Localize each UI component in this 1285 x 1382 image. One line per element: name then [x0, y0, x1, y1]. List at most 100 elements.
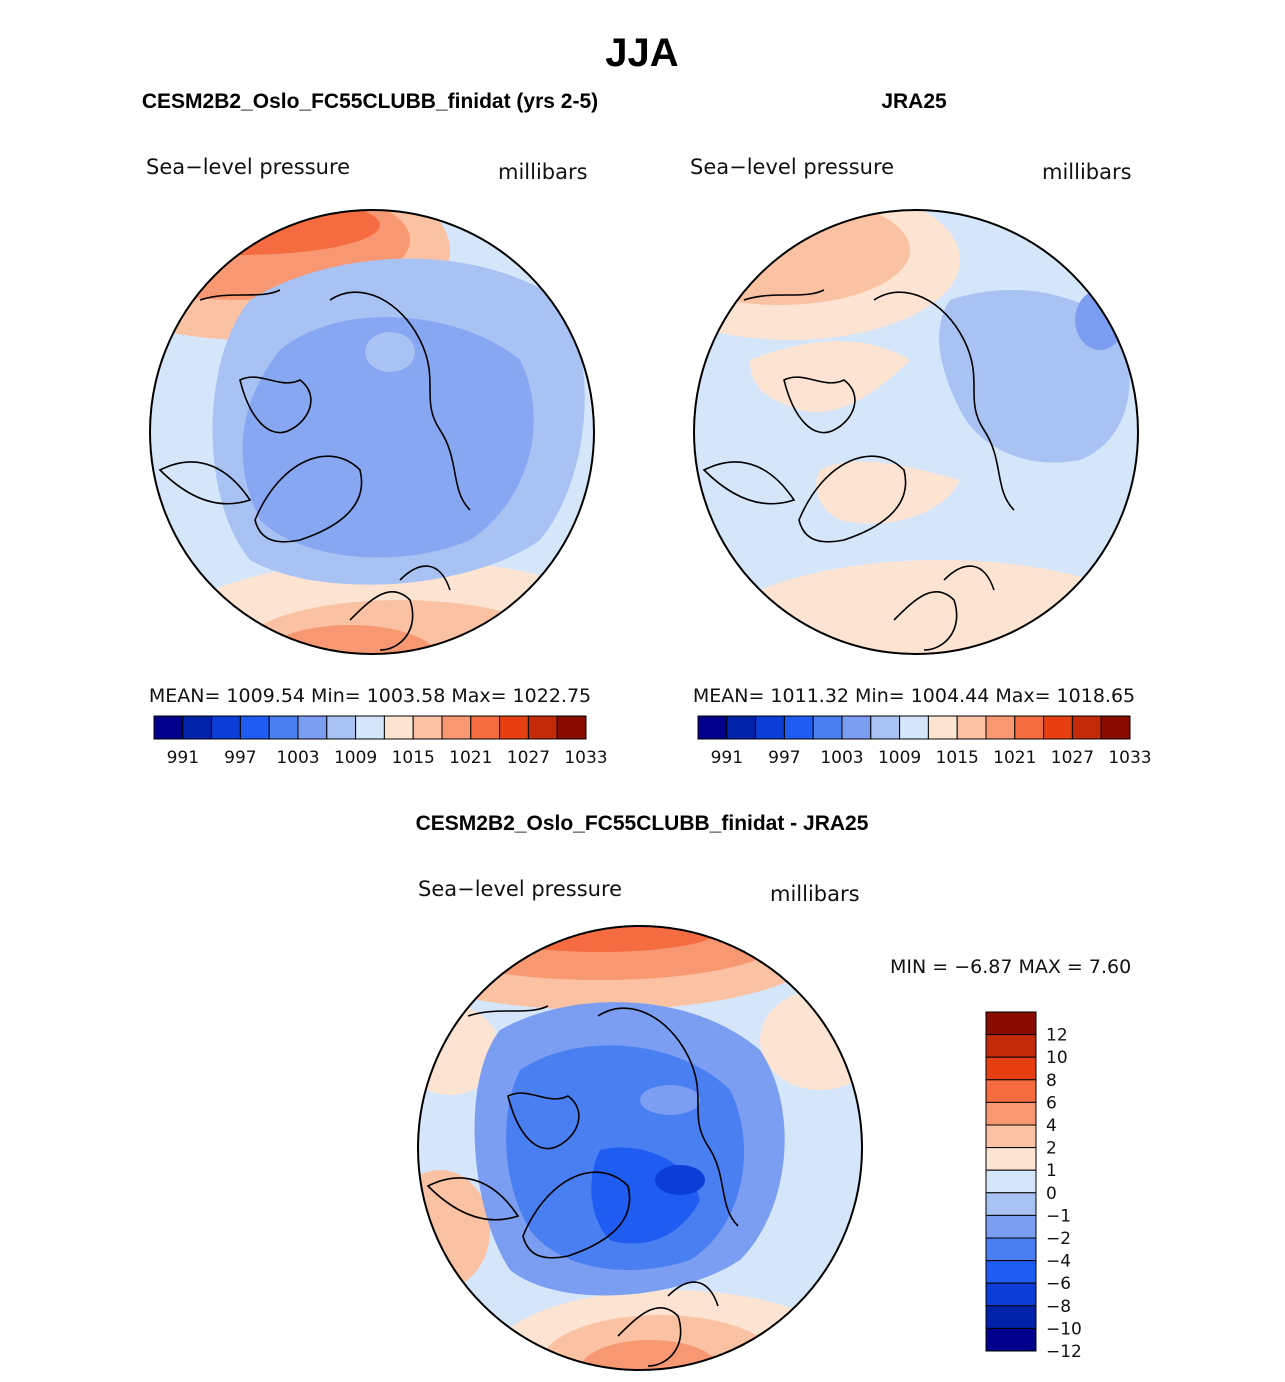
obs-colorbar-label: 1003 [820, 748, 863, 768]
obs-colorbar: 991 997 1003 1009 1015 1021 1027 1033 [697, 715, 1152, 768]
model-colorbar-label: 1027 [507, 748, 550, 768]
diff-positive-atlantic-core [580, 1340, 720, 1370]
diff-colorbar-swatch [985, 1034, 1037, 1058]
diff-colorbar-label: 1 [1046, 1161, 1057, 1181]
obs-colorbar-swatch [1071, 715, 1102, 740]
model-low-island [365, 332, 415, 372]
diff-colorbar-swatch [985, 1214, 1037, 1239]
model-colorbar-label: 1033 [564, 748, 607, 768]
obs-variable-label: Sea−level pressure [690, 155, 894, 179]
model-colorbar-swatch [239, 715, 270, 740]
diff-colorbar-label: 6 [1046, 1093, 1057, 1113]
diff-units-label: millibars [770, 882, 860, 906]
diff-map-border [417, 925, 863, 1371]
obs-colorbar-swatch [841, 715, 872, 740]
obs-colorbar-label: 1015 [936, 748, 979, 768]
obs-stats: MEAN= 1011.32 Min= 1004.44 Max= 1018.65 [693, 685, 1135, 707]
model-panel-header: CESM2B2_Oslo_FC55CLUBB_finidat (yrs 2-5) [142, 90, 598, 113]
diff-stats: MIN = −6.87 MAX = 7.60 [890, 956, 1131, 978]
diff-colorbar-label: −2 [1046, 1229, 1071, 1249]
diff-coastlines [426, 1005, 739, 1367]
model-colorbar-swatch [470, 715, 501, 740]
diff-panel-header: CESM2B2_Oslo_FC55CLUBB_finidat - JRA25 [416, 812, 869, 835]
model-colorbar-label: 991 [167, 748, 199, 768]
obs-colorbar-swatch [755, 715, 785, 740]
diff-colorbar-label: 10 [1046, 1048, 1068, 1068]
obs-colorbar-label: 997 [768, 748, 800, 768]
obs-colorbar-swatch [1100, 715, 1131, 740]
obs-colorbar-swatch [899, 715, 929, 740]
obs-high-greenland [816, 461, 960, 524]
model-colorbar-label: 1003 [276, 748, 319, 768]
diff-colorbar-swatch [985, 1169, 1037, 1194]
diff-colorbar-swatch [985, 1305, 1037, 1329]
model-variable-label: Sea−level pressure [146, 155, 350, 179]
diff-negative-island [640, 1085, 700, 1115]
obs-map-border [693, 209, 1139, 655]
obs-high-arctic [750, 341, 910, 412]
model-colorbar-label: 1021 [449, 748, 492, 768]
obs-colorbar-label: 1021 [993, 748, 1036, 768]
model-map-border [149, 209, 595, 655]
model-units-label: millibars [498, 160, 588, 184]
obs-map [694, 210, 1138, 654]
diff-colorbar-swatch [985, 1079, 1037, 1103]
diff-positive-americas [418, 1170, 490, 1290]
model-stats: MEAN= 1009.54 Min= 1003.58 Max= 1022.75 [149, 685, 591, 707]
diff-colorbar-swatch [985, 1056, 1037, 1081]
model-colorbar-label: 1015 [392, 748, 435, 768]
diff-colorbar-label: −4 [1046, 1252, 1071, 1272]
figure-title: JJA [605, 31, 678, 75]
diff-colorbar-label: 2 [1046, 1139, 1057, 1159]
obs-colorbar-label: 1033 [1108, 748, 1151, 768]
diff-colorbar-swatch [985, 1192, 1037, 1216]
model-colorbar-swatch [355, 715, 385, 740]
model-colorbar-swatch [412, 715, 443, 740]
diff-variable-label: Sea−level pressure [418, 877, 622, 901]
model-colorbar-swatch [383, 715, 414, 740]
model-colorbar-swatch [268, 715, 299, 740]
diff-colorbar-label: −12 [1046, 1342, 1082, 1362]
obs-high-pacific [694, 210, 910, 305]
model-high-atlantic-core [260, 625, 440, 654]
model-coastlines [158, 289, 471, 651]
obs-colorbar-swatch [956, 715, 987, 740]
diff-colorbar-swatch [985, 1147, 1037, 1171]
obs-colorbar-swatch [697, 715, 728, 740]
model-colorbar-swatch [297, 715, 328, 740]
diff-colorbar-swatch [985, 1260, 1037, 1284]
model-colorbar-swatch [556, 715, 587, 740]
diff-colorbar-label: 8 [1046, 1071, 1057, 1091]
obs-colorbar-label: 1027 [1051, 748, 1094, 768]
diff-panel: CESM2B2_Oslo_FC55CLUBB_finidat - JRA25 S… [416, 812, 1131, 1371]
diff-colorbar-swatch [985, 1011, 1037, 1036]
obs-colorbar-swatch [783, 715, 814, 740]
diff-colorbar-label: −1 [1046, 1206, 1071, 1226]
diff-colorbar-swatch [985, 1101, 1037, 1126]
model-colorbar-label: 1009 [334, 748, 377, 768]
model-panel: CESM2B2_Oslo_FC55CLUBB_finidat (yrs 2-5)… [142, 90, 608, 768]
obs-colorbar-swatch [1014, 715, 1045, 740]
obs-colorbar-swatch [985, 715, 1016, 740]
diff-colorbar-label: −6 [1046, 1274, 1071, 1294]
model-colorbar-swatch [499, 715, 529, 740]
model-map [150, 210, 594, 654]
diff-colorbar-swatch [985, 1124, 1037, 1149]
model-colorbar-swatch [326, 715, 357, 740]
obs-colorbar-swatch [726, 715, 757, 740]
diff-colorbar-label: −10 [1046, 1319, 1082, 1339]
obs-colorbar-label: 991 [711, 748, 743, 768]
diff-negative-peak [655, 1165, 705, 1195]
obs-colorbar-swatch [927, 715, 958, 740]
diff-colorbar-swatch [985, 1327, 1037, 1352]
obs-colorbar-swatch [1043, 715, 1073, 740]
obs-coastlines [702, 289, 1015, 651]
diff-colorbar-swatch [985, 1282, 1037, 1307]
diff-map [418, 926, 862, 1370]
obs-colorbar-swatch [812, 715, 843, 740]
diff-colorbar-label: −8 [1046, 1297, 1071, 1317]
model-colorbar-swatch [153, 715, 184, 740]
obs-units-label: millibars [1042, 160, 1132, 184]
